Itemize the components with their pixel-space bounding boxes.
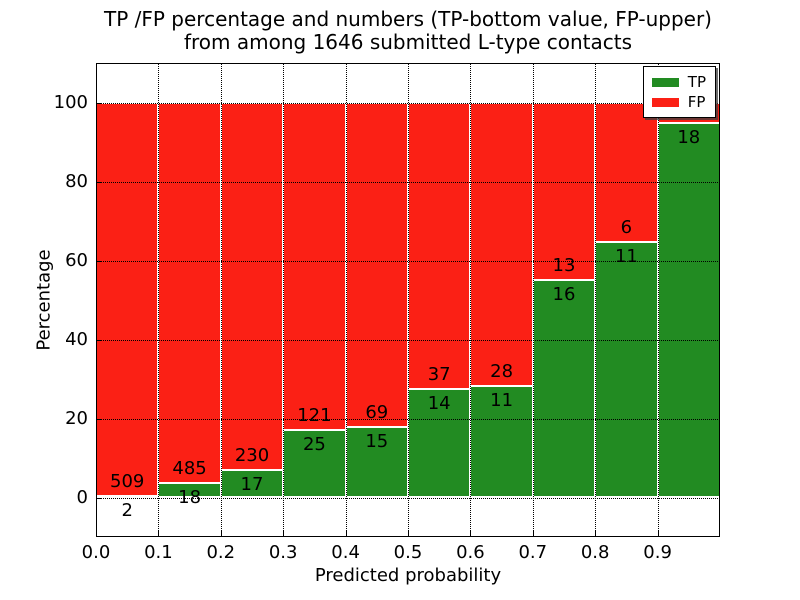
x-tickmark-2 [220,531,222,536]
fp-bar-segment-2 [220,102,284,471]
tp-bar-segment-5 [408,389,471,498]
x-gridline-2 [220,63,222,537]
tp-bar-segment-7 [532,279,596,498]
tp-count-label-4: 15 [365,430,389,452]
fp-count-label-3: 121 [297,404,332,426]
fp-count-label-0: 509 [110,470,145,492]
x-tickmark-6 [470,531,472,536]
y-gridline-4 [96,181,720,183]
x-tickmark-3 [283,531,285,536]
x-gridline-8 [595,63,597,537]
x-tick-label-5: 0.5 [393,542,423,563]
fp-bar-segment-7 [532,102,596,280]
fp-bar-segment-6 [470,102,533,387]
tp-count-label-1: 18 [178,487,202,509]
x-tickmark-5 [408,531,409,536]
fp-bar-segment-1 [158,102,221,484]
tp-count-label-9: 18 [677,127,701,149]
y-tick-label-4: 80 [65,170,88,192]
fp-count-label-7: 13 [552,254,576,276]
x-tick-label-7: 0.7 [518,542,548,563]
x-gridline-7 [532,63,534,537]
x-gridline-1 [158,63,160,537]
x-axis-label: Predicted probability [314,565,502,586]
y-tickmark-5 [97,102,102,104]
x-tick-label-4: 0.4 [331,542,360,563]
y-tickmark-3 [97,260,102,262]
fp-bar-segment-4 [345,102,408,427]
tp-count-label-8: 11 [614,245,638,267]
x-gridline-6 [470,63,472,537]
chart-title-line1: TP /FP percentage and numbers (TP-bottom… [104,7,712,31]
fp-bar-segment-5 [408,102,471,390]
legend-label: FP [687,93,706,111]
legend-label: TP [687,73,706,91]
x-tickmark-9 [657,531,659,536]
x-tick-label-2: 0.2 [206,542,236,563]
y-tickmark-0 [97,497,102,499]
fp-bar-segment-0 [96,102,159,496]
tp-count-label-3: 25 [302,433,326,455]
legend-item-fp: FP [651,92,706,112]
legend: TP FP [642,66,716,118]
tp-count-label-5: 14 [427,393,451,415]
x-tick-label-8: 0.8 [580,542,610,563]
tp-count-label-2: 17 [240,474,264,496]
x-tick-label-3: 0.3 [268,542,298,563]
x-gridline-4 [345,63,347,537]
y-tick-label-3: 60 [65,249,88,271]
x-tick-label-9: 0.9 [643,542,672,563]
x-tickmark-8 [595,531,597,536]
x-tick-label-0: 0.0 [81,542,111,563]
x-tickmark-1 [158,531,160,536]
y-tick-label-2: 40 [65,328,88,350]
y-gridline-0 [96,497,720,499]
tp-bar-segment-9 [657,123,720,498]
y-tick-label-1: 20 [65,407,88,429]
tp-count-label-7: 16 [552,283,576,305]
y-tickmark-4 [97,181,102,183]
tp-color-swatch [651,77,679,87]
x-tick-label-6: 0.6 [456,542,485,563]
fp-count-label-8: 6 [620,216,633,238]
x-gridline-3 [283,63,285,537]
fp-count-label-5: 37 [427,364,451,386]
x-gridline-9 [657,63,659,537]
y-tick-label-0: 0 [76,486,88,508]
tp-count-label-6: 11 [490,390,514,412]
x-tickmark-7 [532,531,534,536]
y-gridline-3 [96,260,720,262]
fp-count-label-6: 28 [490,361,514,383]
x-gridline-5 [408,63,409,537]
y-tickmark-2 [97,339,102,341]
x-tickmark-0 [96,531,97,536]
fp-count-label-4: 69 [365,401,389,423]
tp-bar-segment-8 [595,241,658,498]
y-gridline-5 [96,102,720,104]
fp-count-label-1: 485 [172,458,207,480]
fp-bar-segment-3 [283,102,346,430]
tp-bar-segment-4 [345,426,408,498]
y-tickmark-1 [97,418,102,420]
y-gridline-2 [96,339,720,341]
legend-item-tp: TP [651,72,706,92]
y-gridline-1 [96,418,720,420]
y-tick-label-5: 100 [53,91,88,113]
x-tickmark-4 [345,531,347,536]
fp-color-swatch [651,97,679,107]
x-tick-label-1: 0.1 [144,542,173,563]
tp-count-label-0: 2 [121,499,133,521]
fp-count-label-2: 230 [234,445,270,467]
chart-title-line2: from among 1646 submitted L-type contact… [183,30,633,54]
